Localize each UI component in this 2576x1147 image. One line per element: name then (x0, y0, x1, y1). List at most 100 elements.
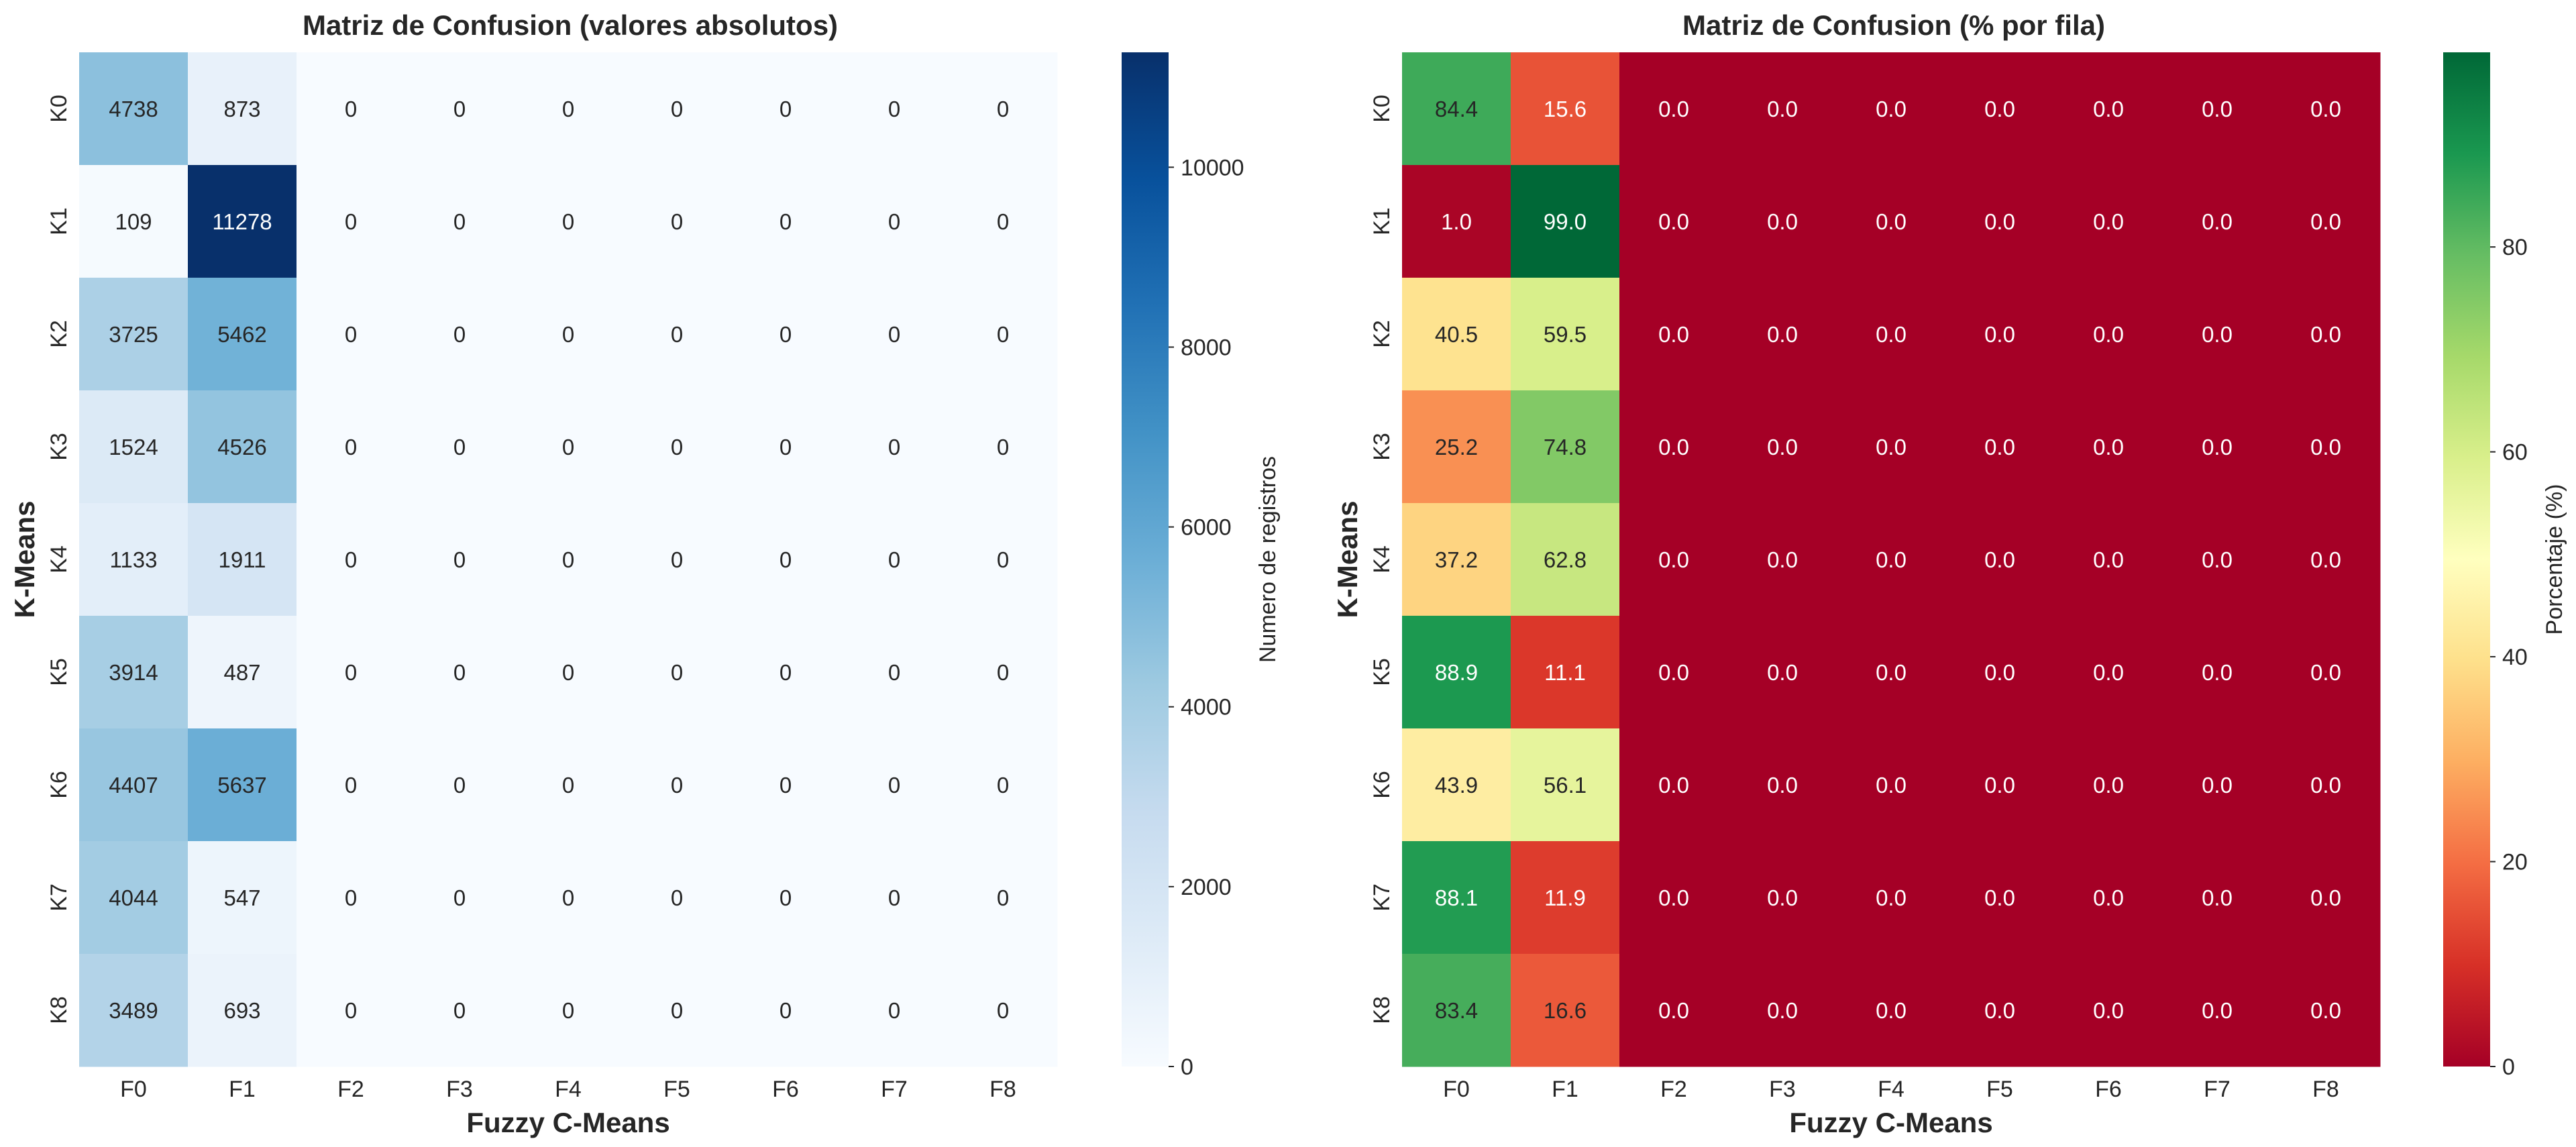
cell-value-label: 62.8 (1544, 547, 1587, 572)
cell-value-label: 4526 (217, 435, 266, 459)
cell-value-label: 0 (780, 998, 792, 1023)
heatmap-cell (949, 165, 1058, 278)
cell-value-label: 0.0 (1984, 773, 2015, 798)
cell-value-label: 0.0 (1658, 322, 1689, 347)
cell-value-label: 0.0 (2310, 773, 2341, 798)
heatmap-cell (949, 503, 1058, 616)
heatmap-cell (1728, 954, 1837, 1067)
heatmap-cell (623, 165, 732, 278)
heatmap-cell (1945, 841, 2055, 954)
cell-value-label: 0 (997, 998, 1009, 1023)
cell-value-label: 3725 (109, 322, 158, 347)
heatmap-cell (1511, 616, 1620, 729)
cell-value-label: 0.0 (1984, 97, 2015, 121)
cell-value-label: 0.0 (2093, 435, 2124, 459)
heatmap-cell (1945, 503, 2055, 616)
heatmap-cell (297, 954, 406, 1067)
cell-value-label: 5462 (217, 322, 266, 347)
colorbar-tick-label: 6000 (1181, 515, 1232, 541)
y-tick-label: K7 (46, 883, 72, 912)
cell-value-label: 0 (997, 660, 1009, 685)
cell-value-label: 0.0 (2310, 660, 2341, 685)
heatmap-cell (514, 52, 623, 166)
y-tick-label: K8 (1369, 996, 1395, 1024)
cell-value-label: 0.0 (1984, 885, 2015, 910)
heatmap-cell (188, 954, 297, 1067)
cell-value-label: 3914 (109, 660, 158, 685)
cell-value-label: 0 (562, 547, 574, 572)
cell-value-label: 0.0 (1984, 998, 2015, 1023)
heatmap-cell (405, 728, 515, 842)
heatmap-cell (1619, 954, 1729, 1067)
cell-value-label: 0 (888, 97, 900, 121)
heatmap-cell (405, 503, 515, 616)
cell-value-label: 0 (997, 547, 1009, 572)
heatmap-cell (623, 841, 732, 954)
heatmap-cell (949, 728, 1058, 842)
heatmap-cell (1511, 728, 1620, 842)
cell-value-label: 0.0 (1876, 660, 1907, 685)
y-tick-label: K2 (1369, 320, 1395, 348)
heatmap-cell (2054, 278, 2163, 391)
heatmap-cell (1619, 165, 1729, 278)
cell-value-label: 1911 (219, 547, 266, 572)
x-tick-label: F5 (1986, 1077, 2013, 1102)
cell-value-label: 0 (345, 660, 357, 685)
cell-value-label: 11278 (212, 209, 272, 234)
cell-value-label: 0 (562, 773, 574, 798)
cell-value-label: 0 (780, 97, 792, 121)
cell-value-label: 0 (562, 97, 574, 121)
heatmap-cell (1511, 503, 1620, 616)
cell-value-label: 0 (671, 885, 683, 910)
x-tick-label: F7 (881, 1077, 908, 1102)
x-tick-label: F3 (1769, 1077, 1796, 1102)
cell-value-label: 59.5 (1544, 322, 1587, 347)
heatmap-cell (1511, 165, 1620, 278)
heatmap-cell (731, 278, 841, 391)
cell-value-label: 0.0 (1658, 998, 1689, 1023)
cell-value-label: 0.0 (1767, 322, 1798, 347)
cell-value-label: 1133 (110, 547, 158, 572)
cell-value-label: 88.9 (1435, 660, 1478, 685)
heatmap-cell (623, 278, 732, 391)
x-axis-label: Fuzzy C-Means (466, 1107, 669, 1138)
heatmap-cell (1837, 52, 1946, 166)
cell-value-label: 0 (671, 547, 683, 572)
cell-value-label: 16.6 (1544, 998, 1587, 1023)
colorbar-tick-label: 0 (2502, 1054, 2515, 1080)
heatmap-cell (1728, 728, 1837, 842)
heatmap-cell (1511, 278, 1620, 391)
cell-value-label: 0.0 (2310, 547, 2341, 572)
cell-value-label: 0 (888, 885, 900, 910)
cell-value-label: 0 (780, 885, 792, 910)
cell-value-label: 0.0 (1876, 435, 1907, 459)
heatmap-cell (1837, 390, 1946, 504)
cell-value-label: 0 (562, 660, 574, 685)
cell-value-label: 0 (345, 998, 357, 1023)
cell-value-label: 0 (888, 209, 900, 234)
colorbar-tick-label: 4000 (1181, 695, 1232, 720)
heatmap-cell (188, 616, 297, 729)
cell-value-label: 37.2 (1435, 547, 1478, 572)
cell-value-label: 0.0 (2310, 97, 2341, 121)
cell-value-label: 0 (780, 773, 792, 798)
heatmap-cell (1945, 954, 2055, 1067)
heatmap-cell (840, 52, 949, 166)
cell-value-label: 0 (997, 885, 1009, 910)
x-tick-label: F7 (2204, 1077, 2231, 1102)
x-tick-label: F4 (1878, 1077, 1904, 1102)
heatmap-cell (1619, 841, 1729, 954)
cell-value-label: 873 (223, 97, 260, 121)
colorbar-tick-label: 60 (2502, 440, 2528, 466)
heatmap-cell (1619, 616, 1729, 729)
heatmap-cell (2163, 390, 2272, 504)
heatmap-cell (1402, 278, 1511, 391)
heatmap-cell (297, 278, 406, 391)
heatmap-cell (1402, 52, 1511, 166)
heatmap-cell (188, 728, 297, 842)
x-tick-label: F0 (1443, 1077, 1470, 1102)
heatmap-cell (79, 841, 189, 954)
heatmap-cell (623, 390, 732, 504)
heatmap-cell (1402, 728, 1511, 842)
